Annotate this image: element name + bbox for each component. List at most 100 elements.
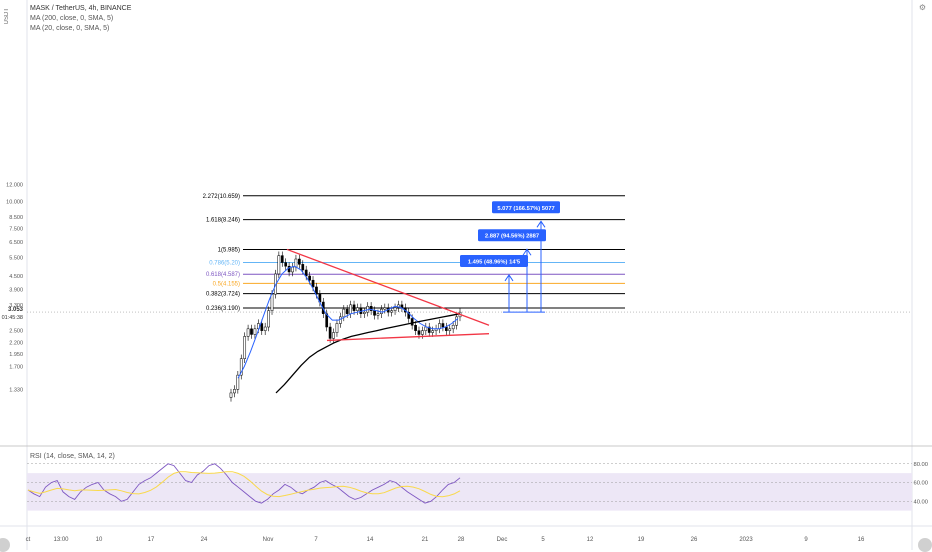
fib-label: 0.382(3.724) [206,292,240,298]
rsi-legend[interactable]: RSI (14, close, SMA, 14, 2) [30,453,115,460]
candle-body [421,330,424,335]
rsi-level-label: 80.00 [913,462,928,468]
candle-body [455,316,458,326]
candle-body [246,328,250,337]
fib-label: 1.618(8.246) [206,218,240,224]
chart-legend: MASK / TetherUS, 4h, BINANCE MA (200, cl… [30,4,131,34]
candle-body [376,313,380,316]
candle-body [308,275,311,281]
price-tick-label: 3.300 [9,303,23,309]
rsi-ma-line [27,471,461,498]
candle-body [233,389,236,394]
price-tick-label: 1.700 [9,365,23,371]
ma200-label[interactable]: MA (200, close, 0, SMA, 5) [30,15,114,22]
candle-body [451,324,455,330]
candle-body [260,323,264,331]
candle-body [267,310,270,328]
time-tick-label: 13:00 [53,537,69,543]
candle-body [335,323,339,333]
candle-body [239,358,243,376]
price-tick-label: 7.500 [9,226,23,232]
price-tick-label: 2.200 [9,341,23,347]
descending-trendline [286,248,490,326]
price-tick-label: 1.950 [9,352,23,358]
candle-body [345,308,349,314]
price-tick-label: 8.500 [9,215,23,221]
time-tick-label: 28 [458,537,465,543]
fib-label: 0.5(4.155) [213,281,240,287]
candle-body [407,311,411,319]
time-tick-label: 12 [587,537,594,543]
candle-body [294,258,298,268]
time-tick-label: 10 [96,537,103,543]
candle-body [328,326,332,339]
target-label-box [478,229,546,242]
scroll-left-icon[interactable] [0,538,10,552]
symbol-label[interactable]: MASK / TetherUS, 4h, BINANCE [30,5,132,12]
ascending-trendline [326,333,490,342]
current-price-label: 3.053 [8,307,24,313]
target-label: 1.495 (48.96%) 14'5 [468,259,521,265]
candle-body [369,306,373,311]
candle-body [431,330,435,333]
candle-body [390,310,393,313]
candle-body [417,330,421,335]
candle-body [236,374,240,390]
candle-body [397,304,400,308]
time-tick-label: ct [26,537,31,543]
currency-label: USDT [4,8,10,25]
price-tick-label: 10.000 [6,200,23,206]
time-tick-label: 9 [804,537,808,543]
time-tick-label: 21 [422,537,429,543]
rsi-level-label: 40.00 [913,499,928,505]
price-tick-label: 5.500 [9,255,23,261]
time-tick-label: 24 [201,537,208,543]
candle-body [332,332,335,339]
ma20-label[interactable]: MA (20, close, 0, SMA, 5) [30,25,110,32]
time-tick-label: Nov [263,537,274,543]
candle-body [315,286,318,295]
fib-label: 0.618(4.587) [206,272,240,278]
candle-body [349,304,352,314]
price-tick-label: 2.500 [9,329,23,335]
candle-body [270,293,274,311]
time-tick-label: 17 [148,537,155,543]
candle-body [263,326,267,331]
candle-body [342,308,346,318]
rsi-band [27,473,912,511]
candle-body [287,265,291,273]
candle-body [301,264,305,271]
fib-label: 0.786(5.20) [209,261,240,267]
candle-body [304,269,308,277]
target-arrowhead [504,274,514,282]
candle-body [311,279,315,288]
target-label: 5.077 (166.57%) 5077 [497,206,554,212]
candle-body [284,262,288,267]
candle-body [280,255,284,263]
target-label: 2.887 (94.56%) 2887 [485,234,539,240]
candle-body [362,311,366,314]
candle-body [250,328,253,335]
time-tick-label: 5 [541,537,545,543]
scroll-right-icon[interactable] [918,538,932,552]
countdown-label: 01:45:38 [2,315,23,321]
rsi-line [27,463,461,504]
price-tick-label: 1.330 [9,387,23,393]
time-tick-label: 26 [691,537,698,543]
candle-body [444,326,448,331]
candle-body [339,316,342,324]
fib-label: 1(5.985) [218,247,240,253]
target-label-box [460,254,528,267]
candle-body [291,266,294,273]
settings-icon[interactable]: ⚙ [918,3,926,12]
candle-body [253,328,257,335]
price-tick-label: 12.000 [6,183,23,189]
time-tick-label: 19 [638,537,645,543]
time-tick-label: 16 [858,537,865,543]
candle-body [414,324,417,331]
candle-body [427,326,431,333]
price-tick-label: 6.500 [9,240,23,246]
candle-body [356,307,359,311]
